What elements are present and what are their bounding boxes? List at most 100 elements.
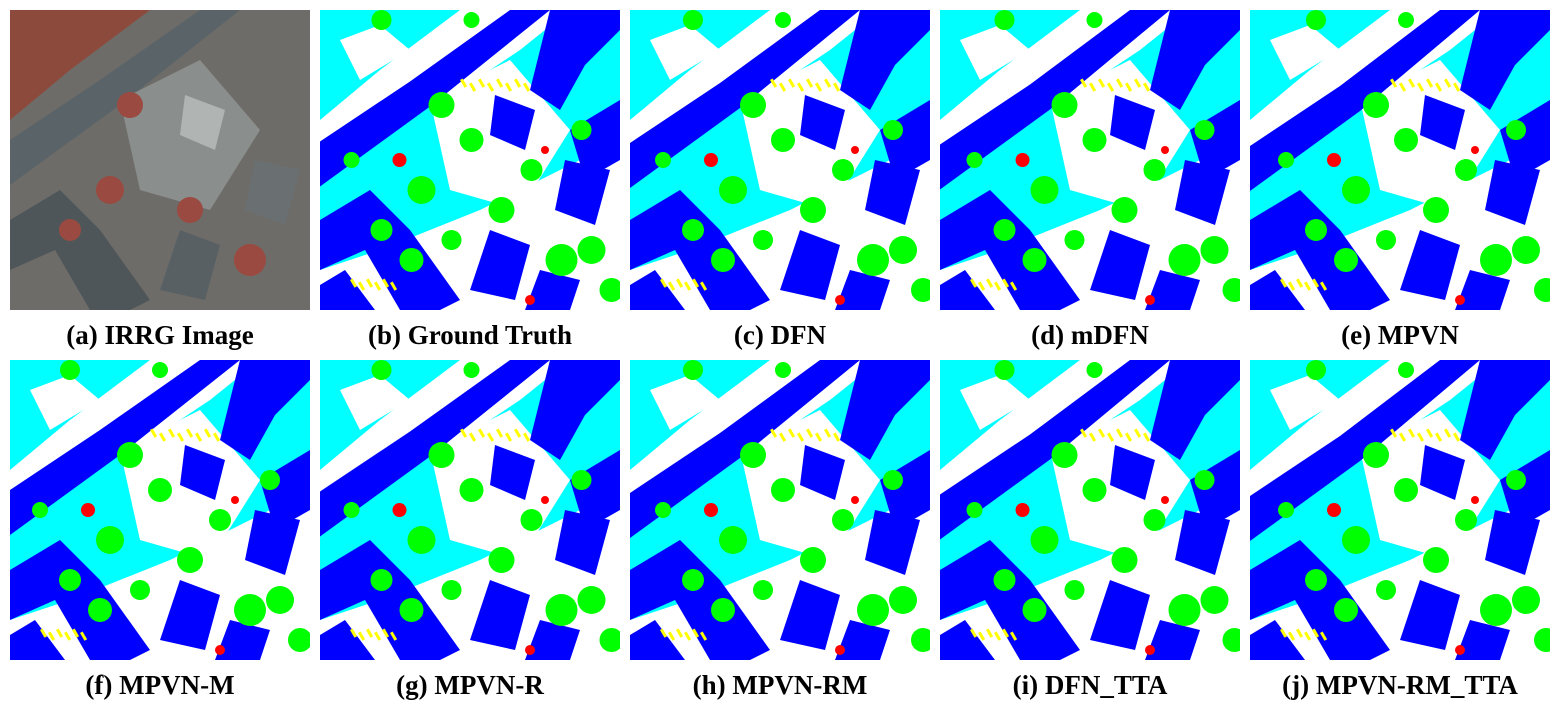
- panel-image-h: [630, 360, 930, 660]
- tree-region: [800, 197, 826, 223]
- car-region: [1435, 82, 1443, 92]
- tree-region: [911, 278, 930, 302]
- building-region: [1150, 360, 1240, 460]
- car-region: [469, 82, 477, 92]
- building-region: [525, 620, 580, 660]
- tree-region: [59, 569, 81, 591]
- tree-region: [1064, 580, 1085, 600]
- building-region: [865, 510, 920, 575]
- segmentation-map: [940, 10, 1240, 310]
- car-region: [1408, 78, 1416, 88]
- tree-region: [883, 470, 903, 490]
- car-region: [1312, 628, 1320, 638]
- car-region: [692, 278, 700, 288]
- tree-region: [209, 509, 231, 531]
- impervious-region: [30, 375, 100, 430]
- building-region: [940, 620, 995, 660]
- building-region: [525, 270, 580, 310]
- tree-region: [1534, 278, 1550, 302]
- car-region: [668, 631, 676, 641]
- car-region: [1296, 278, 1304, 288]
- car-region: [1453, 82, 1461, 92]
- car-region: [676, 278, 684, 288]
- tree-region: [1022, 248, 1047, 272]
- tree-region: [719, 526, 747, 554]
- tree-region: [1222, 628, 1240, 652]
- tree-region: [655, 152, 671, 168]
- car-region: [969, 278, 978, 288]
- car-region: [700, 631, 708, 641]
- tree-region: [370, 569, 393, 591]
- building-region: [1250, 540, 1390, 660]
- panel-caption-h: (h) MPVN-RM: [692, 670, 868, 700]
- building-region: [320, 190, 460, 310]
- panel-image-c: [630, 10, 930, 310]
- tree-region: [1051, 92, 1078, 118]
- building-region: [630, 270, 685, 310]
- car-region: [366, 628, 374, 638]
- tree-region: [994, 360, 1015, 380]
- clutter-region: [835, 295, 845, 305]
- clutter-region: [1455, 295, 1465, 305]
- car-region: [1107, 432, 1115, 442]
- building-region: [1090, 230, 1150, 300]
- panel-caption-i: (i) DFN_TTA: [1012, 670, 1168, 700]
- car-region: [1143, 432, 1151, 442]
- impervious-region: [960, 375, 1030, 430]
- tree-region: [753, 230, 773, 250]
- car-region: [204, 428, 212, 438]
- clutter-region: [851, 146, 859, 154]
- building-region: [835, 620, 890, 660]
- building-region: [630, 620, 685, 660]
- car-region: [1002, 628, 1010, 638]
- segmentation-map: [320, 10, 620, 310]
- tree-region: [1278, 152, 1294, 168]
- tree-region: [1512, 586, 1540, 614]
- building-region: [490, 95, 535, 150]
- car-region: [487, 82, 495, 92]
- tree-region: [1305, 219, 1327, 241]
- tree-region: [1455, 159, 1477, 181]
- car-region: [659, 278, 668, 288]
- building-region: [1500, 450, 1550, 530]
- clutter-region: [1327, 153, 1341, 167]
- building-region: [1190, 100, 1240, 180]
- car-region: [72, 628, 80, 638]
- panel-caption-e: (e) MPVN: [1341, 320, 1459, 350]
- building-region: [940, 540, 1080, 660]
- building-region: [940, 270, 995, 310]
- building-region: [10, 620, 65, 660]
- car-region: [150, 428, 158, 438]
- car-region: [683, 281, 692, 291]
- tree-region: [1278, 502, 1294, 518]
- car-region: [48, 631, 56, 641]
- car-region: [659, 628, 668, 638]
- building-region: [880, 450, 930, 530]
- tree-region: [1534, 628, 1550, 652]
- clutter-region: [392, 153, 407, 167]
- car-region: [993, 631, 1002, 641]
- building-region: [800, 95, 845, 150]
- tree-region: [520, 159, 543, 181]
- building-region: [570, 450, 620, 530]
- aerial-roof: [10, 190, 150, 310]
- building-region: [780, 580, 840, 650]
- car-region: [1444, 428, 1452, 438]
- car-region: [469, 432, 477, 442]
- car-region: [824, 78, 832, 88]
- tree-region: [1363, 442, 1389, 468]
- car-region: [797, 432, 805, 442]
- building-region: [800, 445, 845, 500]
- tree-region: [1363, 92, 1389, 118]
- building-region: [570, 100, 620, 180]
- tree-region: [1342, 176, 1370, 204]
- car-region: [1125, 432, 1133, 442]
- building-region: [555, 510, 610, 575]
- tree-region: [407, 526, 436, 554]
- panel-image-b: [320, 10, 620, 310]
- clutter-region: [1015, 503, 1030, 517]
- clutter-region: [835, 645, 845, 655]
- car-region: [1320, 631, 1328, 641]
- tree-region: [599, 278, 620, 302]
